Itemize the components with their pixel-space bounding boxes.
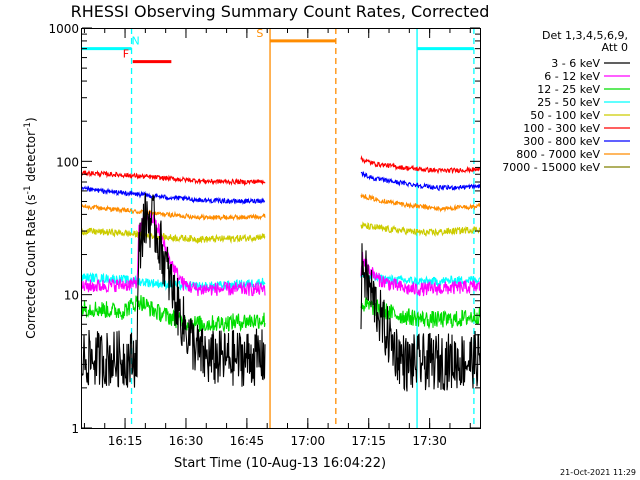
series-100-300-kev-after-gap (360, 155, 481, 175)
plot-area: NF S (81, 27, 481, 428)
y-axis-label-sup-1: -1 (23, 185, 33, 194)
series-50-100-kev-after-gap (360, 221, 481, 237)
series-12-25-kev-before-gap (81, 295, 266, 334)
plot-frame (81, 28, 481, 429)
legend-label-25-50-kev: 25 - 50 keV (537, 96, 600, 109)
x-tick-label: 17:00 (291, 434, 326, 448)
series-300-800-kev-before-gap (81, 185, 266, 205)
y-axis-label-mid: detector (24, 131, 38, 186)
annotation-label-s: S (256, 27, 263, 40)
legend-label-3-6-kev: 3 - 6 keV (551, 57, 600, 70)
legend-header-line2: Att 0 (602, 41, 628, 54)
series-3-6-kev-before-gap (81, 193, 266, 388)
y-axis-label-sup-2: -1 (23, 122, 33, 131)
y-tick-label: 1 (71, 422, 79, 436)
series-100-300-kev-before-gap (81, 169, 266, 187)
legend-label-12-25-kev: 12 - 25 keV (537, 83, 600, 96)
series-6-12-kev-before-gap (81, 212, 266, 297)
x-tick-label: 17:15 (351, 434, 386, 448)
chart-title: RHESSI Observing Summary Count Rates, Co… (71, 2, 490, 21)
x-tick-label: 16:15 (108, 434, 143, 448)
x-tick-label: 16:45 (230, 434, 265, 448)
series-3-6-kev-after-gap (360, 243, 481, 392)
series-800-7000-kev-after-gap (360, 192, 481, 213)
y-tick-label: 1000 (48, 22, 79, 36)
x-axis-label: Start Time (10-Aug-13 16:04:22) (174, 456, 386, 471)
legend-label-6-12-kev: 6 - 12 keV (544, 70, 600, 83)
annotation-label-n: N (131, 35, 139, 48)
legend-label-50-100-kev: 50 - 100 keV (530, 109, 600, 122)
y-axis-label: Corrected Count Rate (s-1 detector-1) (23, 117, 38, 338)
legend-header-line1: Det 1,3,4,5,6,9, (542, 29, 628, 42)
y-axis-label-main: Corrected Count Rate (s (24, 194, 38, 338)
legend-label-100-300-kev: 100 - 300 keV (523, 122, 600, 135)
x-tick-label: 17:30 (412, 434, 447, 448)
y-tick-label: 100 (56, 155, 79, 169)
legend-label-300-800-kev: 300 - 800 keV (523, 135, 600, 148)
legend-label-7000-15000-kev: 7000 - 15000 keV (502, 161, 600, 174)
annotation-label-f: F (123, 48, 129, 61)
series-50-100-kev-before-gap (81, 227, 266, 244)
x-tick-label: 16:30 (169, 434, 204, 448)
series-300-800-kev-after-gap (360, 170, 481, 192)
footer-timestamp: 21-Oct-2021 11:29 (560, 468, 636, 477)
y-axis-label-end: ) (24, 117, 38, 122)
axes: 1 10 100 1000 16:15 16:30 16:45 17:00 17:15 17:30 (48, 22, 480, 448)
y-tick-label: 10 (64, 289, 79, 303)
series-6-12-kev-after-gap (360, 251, 481, 297)
series-800-7000-kev-before-gap (81, 204, 266, 222)
legend-label-800-7000-kev: 800 - 7000 keV (516, 148, 600, 161)
